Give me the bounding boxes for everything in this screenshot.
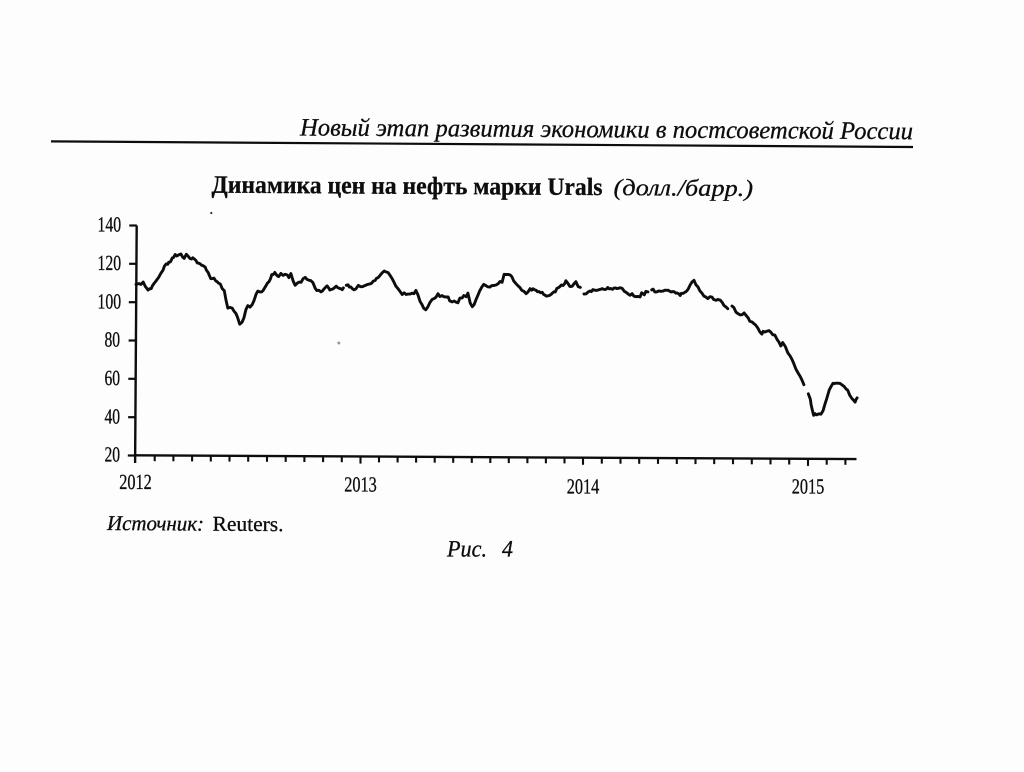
svg-text:120: 120 — [98, 251, 122, 275]
svg-text:Reuters.: Reuters. — [212, 512, 283, 536]
svg-text:80: 80 — [105, 328, 121, 352]
svg-text:Новый этап развития экономики: Новый этап развития экономики в постсове… — [299, 114, 913, 145]
svg-text:2012: 2012 — [119, 470, 152, 494]
svg-text:4: 4 — [502, 537, 513, 563]
svg-text:(долл./барр.): (долл./барр.) — [613, 175, 753, 202]
svg-text:Источник:: Источник: — [106, 511, 204, 536]
svg-text:2015: 2015 — [792, 474, 825, 498]
svg-text:2014: 2014 — [567, 474, 600, 498]
svg-text:Динамика цен на нефть марки Ur: Динамика цен на нефть марки Urals — [211, 172, 602, 201]
svg-text:20: 20 — [105, 443, 121, 467]
svg-text:40: 40 — [105, 404, 121, 428]
svg-text:Рис.: Рис. — [446, 537, 487, 563]
svg-text:2013: 2013 — [344, 472, 377, 496]
svg-text:140: 140 — [98, 213, 122, 237]
svg-text:60: 60 — [105, 366, 121, 390]
svg-text:100: 100 — [98, 289, 122, 313]
